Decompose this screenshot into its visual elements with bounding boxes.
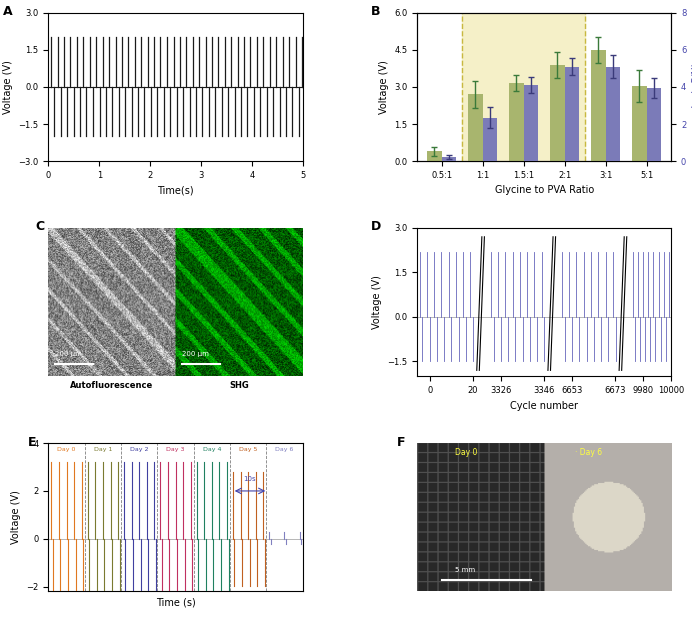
Text: E: E — [28, 436, 37, 448]
X-axis label: Time (s): Time (s) — [156, 597, 195, 607]
Text: Day 4: Day 4 — [203, 446, 221, 452]
Text: Day 6: Day 6 — [275, 446, 293, 452]
Bar — [591, 50, 606, 161]
Text: 5 mm: 5 mm — [455, 567, 475, 573]
Bar — [427, 151, 441, 161]
X-axis label: Glycine to PVA Ratio: Glycine to PVA Ratio — [495, 186, 594, 195]
Text: D: D — [372, 221, 381, 233]
Text: F: F — [397, 436, 406, 448]
Y-axis label: Voltage (V): Voltage (V) — [11, 490, 21, 544]
Y-axis label: Voltage (V): Voltage (V) — [379, 60, 388, 114]
Text: 200 μm: 200 μm — [182, 350, 209, 357]
Text: Autofluorescence: Autofluorescence — [71, 381, 154, 390]
Text: 10s: 10s — [244, 476, 256, 482]
Bar — [509, 83, 524, 161]
Text: B: B — [372, 5, 381, 18]
Text: Day 0: Day 0 — [455, 448, 477, 457]
Bar — [632, 86, 646, 161]
Text: A: A — [3, 5, 12, 18]
Text: Day 0: Day 0 — [57, 446, 76, 452]
Text: · Day 6: · Day 6 — [574, 448, 602, 457]
Bar — [606, 67, 620, 161]
Bar — [462, 13, 585, 161]
Bar — [468, 94, 482, 161]
X-axis label: Time(s): Time(s) — [157, 186, 194, 195]
Text: Day 1: Day 1 — [93, 446, 112, 452]
Y-axis label: Voltage (V): Voltage (V) — [372, 275, 381, 329]
Text: Day 2: Day 2 — [130, 446, 149, 452]
Bar — [565, 67, 579, 161]
Bar — [550, 65, 565, 161]
Bar — [441, 157, 456, 161]
Text: Day 3: Day 3 — [166, 446, 185, 452]
Y-axis label: Voltage (V): Voltage (V) — [3, 60, 13, 114]
Text: Day 5: Day 5 — [239, 446, 257, 452]
Bar — [524, 85, 538, 161]
Text: 200 μm: 200 μm — [55, 350, 82, 357]
Bar — [482, 118, 497, 161]
Text: C: C — [36, 221, 45, 233]
Text: SHG: SHG — [229, 381, 249, 390]
X-axis label: Cycle number: Cycle number — [510, 401, 578, 411]
Bar — [646, 88, 661, 161]
